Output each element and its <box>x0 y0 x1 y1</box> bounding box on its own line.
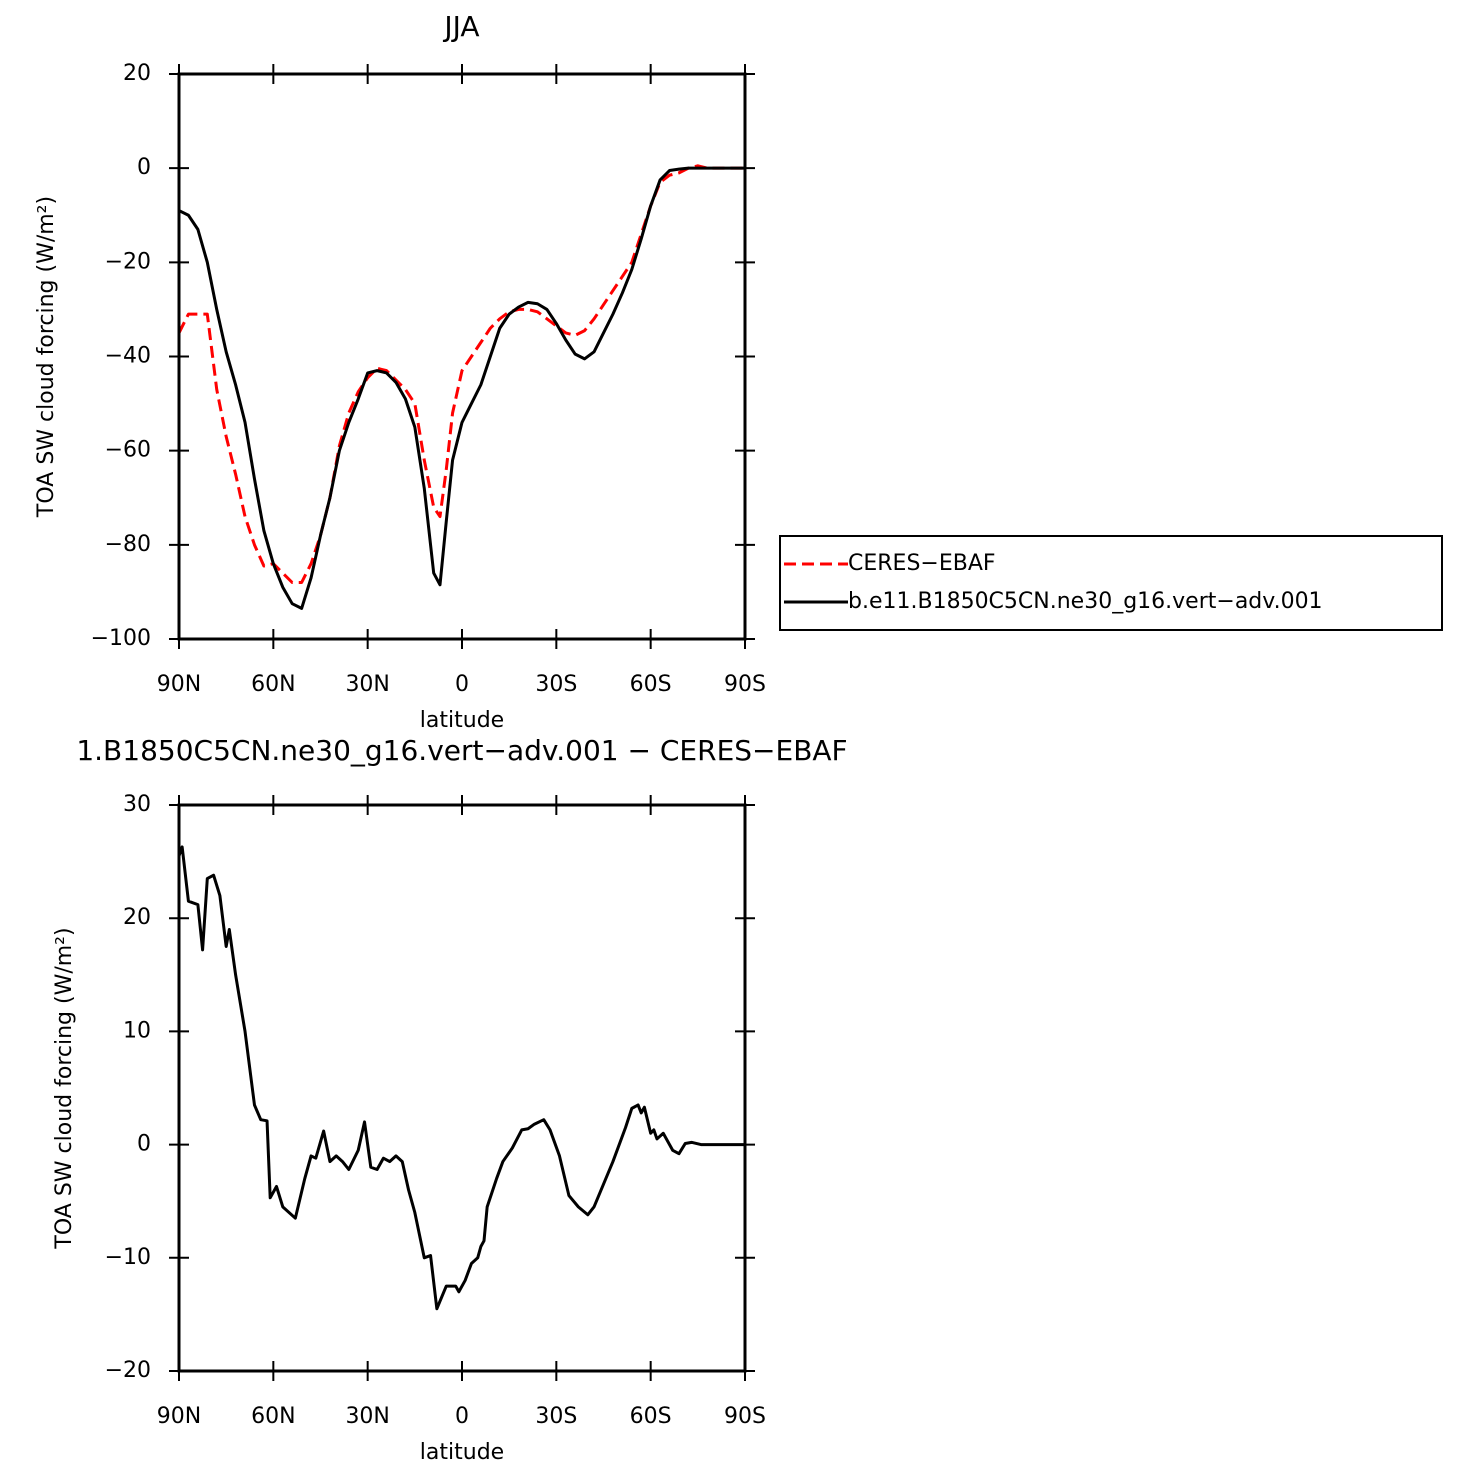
x-tick-label: 60N <box>251 1404 295 1429</box>
y-tick-label: −20 <box>105 1358 151 1383</box>
data-line <box>177 845 745 1311</box>
data-line <box>178 166 745 610</box>
x-tick-label: 30N <box>345 672 389 697</box>
x-tick-label: 90N <box>157 672 201 697</box>
y-tick-label: −60 <box>105 438 151 463</box>
legend: CERES−EBAF b.e11.B1850C5CN.ne30_g16.vert−… <box>779 535 1443 631</box>
y-axis-label: TOA SW cloud forcing (W/m²) <box>34 196 59 518</box>
y-tick-label: 30 <box>123 792 151 817</box>
y-tick-label: 20 <box>123 905 151 930</box>
x-tick-label: 0 <box>455 1404 469 1429</box>
chart-title: JJA <box>442 10 479 43</box>
x-axis-label: latitude <box>420 708 504 733</box>
x-tick-label: 60N <box>251 672 295 697</box>
plot-frame <box>177 72 747 641</box>
legend-label: CERES−EBAF <box>848 551 996 576</box>
x-tick-label: 90N <box>157 1404 201 1429</box>
x-tick-label: 90S <box>724 1404 766 1429</box>
y-axis-label: TOA SW cloud forcing (W/m²) <box>52 927 77 1249</box>
x-tick-label: 60S <box>630 1404 672 1429</box>
y-tick-label: −40 <box>105 344 151 369</box>
y-tick-label: 0 <box>137 155 151 180</box>
x-tick-label: 0 <box>455 672 469 697</box>
y-tick-label: −20 <box>105 249 151 274</box>
legend-box <box>779 535 1443 631</box>
legend-label: b.e11.B1850C5CN.ne30_g16.vert−adv.001 <box>848 589 1323 614</box>
y-tick-label: 10 <box>123 1018 151 1043</box>
data-line <box>177 164 745 584</box>
x-tick-label: 30N <box>345 1404 389 1429</box>
y-tick-label: −100 <box>91 626 151 651</box>
y-tick-label: 20 <box>123 61 151 86</box>
x-tick-label: 60S <box>630 672 672 697</box>
x-axis-label: latitude <box>420 1440 504 1465</box>
x-tick-label: 30S <box>535 1404 577 1429</box>
x-tick-label: 90S <box>724 672 766 697</box>
x-tick-label: 30S <box>535 672 577 697</box>
y-tick-label: −80 <box>105 532 151 557</box>
y-tick-label: 0 <box>137 1132 151 1157</box>
chart-title: 1.B1850C5CN.ne30_g16.vert−adv.001 − CERE… <box>76 734 847 767</box>
y-tick-label: −10 <box>105 1245 151 1270</box>
